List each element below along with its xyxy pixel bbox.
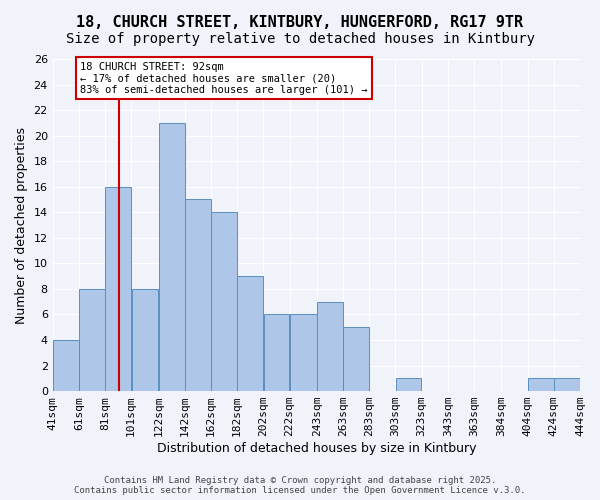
Bar	[396, 378, 421, 391]
Bar	[211, 212, 237, 391]
Bar	[290, 314, 317, 391]
Bar	[317, 302, 343, 391]
Bar	[263, 314, 289, 391]
Text: 18 CHURCH STREET: 92sqm
← 17% of detached houses are smaller (20)
83% of semi-de: 18 CHURCH STREET: 92sqm ← 17% of detache…	[80, 62, 368, 95]
Bar	[159, 123, 185, 391]
Bar	[343, 327, 369, 391]
Bar	[131, 289, 158, 391]
Text: Contains HM Land Registry data © Crown copyright and database right 2025.
Contai: Contains HM Land Registry data © Crown c…	[74, 476, 526, 495]
X-axis label: Distribution of detached houses by size in Kintbury: Distribution of detached houses by size …	[157, 442, 476, 455]
Text: Size of property relative to detached houses in Kintbury: Size of property relative to detached ho…	[65, 32, 535, 46]
Bar	[185, 200, 211, 391]
Bar	[238, 276, 263, 391]
Bar	[554, 378, 580, 391]
Bar	[79, 289, 104, 391]
Text: 18, CHURCH STREET, KINTBURY, HUNGERFORD, RG17 9TR: 18, CHURCH STREET, KINTBURY, HUNGERFORD,…	[76, 15, 524, 30]
Bar	[106, 186, 131, 391]
Bar	[53, 340, 79, 391]
Y-axis label: Number of detached properties: Number of detached properties	[15, 126, 28, 324]
Bar	[528, 378, 554, 391]
